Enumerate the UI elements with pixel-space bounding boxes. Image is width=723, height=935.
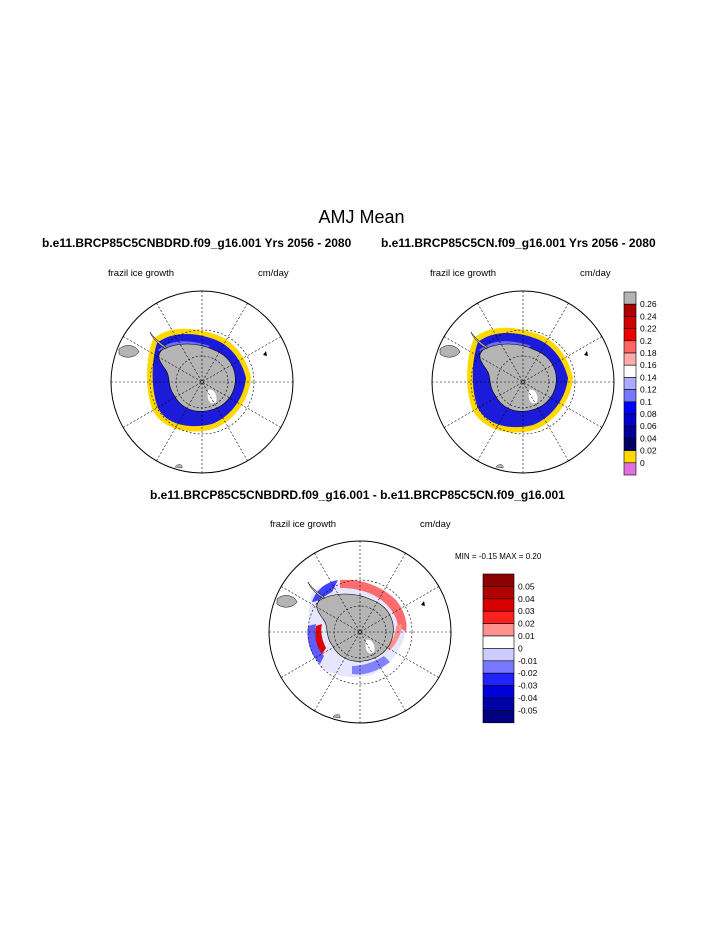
island xyxy=(421,601,425,606)
colorbar-label: 0.14 xyxy=(640,372,657,382)
colorbar-label: 0.03 xyxy=(518,606,535,616)
diff-polar-map xyxy=(268,540,452,724)
south-america-tip xyxy=(118,345,140,358)
colorbar-swatch xyxy=(482,598,515,612)
colorbar-label: -0.04 xyxy=(518,693,538,703)
ice-shelf xyxy=(207,389,217,404)
colorbar-label: 0.01 xyxy=(518,631,535,641)
colorbar-swatch xyxy=(623,340,637,354)
colorbar-swatch xyxy=(623,401,637,415)
colorbar-swatch xyxy=(482,573,515,587)
colorbar-swatch xyxy=(623,328,637,342)
antarctica-landmass xyxy=(479,343,557,412)
colorbar-label: 0 xyxy=(518,643,523,653)
left-units-label: cm/day xyxy=(258,268,289,279)
colorbar-label: -0.02 xyxy=(518,668,538,678)
colorbar-swatch xyxy=(623,303,637,317)
negative-anomaly xyxy=(307,624,324,664)
left-panel-title: b.e11.BRCP85C5CNBDRD.f09_g16.001 Yrs 205… xyxy=(42,236,352,250)
ice-shelf xyxy=(365,639,375,654)
right-panel-title: b.e11.BRCP85C5CN.f09_g16.001 Yrs 2056 - … xyxy=(381,236,656,250)
graticule xyxy=(111,291,293,473)
right-units-label: cm/day xyxy=(580,268,611,279)
colorbar-label: 0.18 xyxy=(640,348,657,358)
diff-variable-label: frazil ice growth xyxy=(270,519,336,530)
right-variable-label: frazil ice growth xyxy=(430,268,496,279)
colorbar-swatch xyxy=(623,450,637,464)
negative-anomaly xyxy=(352,656,390,675)
colorbar-swatch xyxy=(482,685,515,699)
colorbar-swatch xyxy=(623,291,637,305)
map-border xyxy=(431,290,615,474)
colorbar-label: 0.02 xyxy=(518,619,535,629)
diff-minmax-label: MIN = -0.15 MAX = 0.20 xyxy=(455,552,542,561)
right-polar-map xyxy=(431,290,615,474)
colorbar-swatch xyxy=(623,413,637,427)
colorbar-swatch xyxy=(482,635,515,649)
colorbar-label: 0.06 xyxy=(640,421,657,431)
colorbar-swatch xyxy=(623,389,637,403)
negative-anomaly xyxy=(312,580,338,602)
colorbar-swatch xyxy=(623,425,637,439)
colorbar-label: 0.26 xyxy=(640,299,657,309)
antarctic-peninsula xyxy=(307,581,325,600)
colorbar-swatch xyxy=(623,352,637,366)
colorbar-swatch xyxy=(482,672,515,686)
left-polar-map xyxy=(110,290,294,474)
graticule xyxy=(432,291,614,473)
colorbar-label: -0.05 xyxy=(518,705,538,715)
south-america-tip xyxy=(439,345,461,358)
map-border xyxy=(268,540,452,724)
colorbar-label: 0.16 xyxy=(640,360,657,370)
main-colorbar: 0.26 0.24 0.22 0.2 0.18 0.16 0.14 0.12 0.1 0.08 0.… xyxy=(623,291,657,476)
main-title: AMJ Mean xyxy=(318,207,405,227)
colorbar-swatch xyxy=(623,462,637,476)
colorbar-label: 0.05 xyxy=(518,581,535,591)
colorbar-label: 0.2 xyxy=(640,336,652,346)
colorbar-swatch xyxy=(482,710,515,724)
antarctic-peninsula xyxy=(149,331,167,350)
antarctica-landmass xyxy=(158,343,236,412)
island xyxy=(584,351,588,356)
colorbar-swatch xyxy=(623,438,637,451)
colorbar-label: -0.01 xyxy=(518,656,538,666)
colorbar-label: 0 xyxy=(640,458,645,468)
colorbar-label: -0.03 xyxy=(518,681,538,691)
graticule xyxy=(269,541,451,723)
south-america-tip xyxy=(276,595,298,608)
left-variable-label: frazil ice growth xyxy=(108,268,174,279)
colorbar-swatch xyxy=(482,623,515,637)
colorbar-label: 0.22 xyxy=(640,324,657,334)
colorbar-label: 0.02 xyxy=(640,446,657,456)
positive-anomaly xyxy=(315,624,326,654)
island xyxy=(495,464,504,469)
island xyxy=(263,351,267,356)
colorbar-swatch xyxy=(623,316,637,329)
diff-colorbar: 0.05 0.04 0.03 0.02 0.01 0 -0.01 -0.02 -0.03 -0.0… xyxy=(482,573,538,724)
map-border xyxy=(110,290,294,474)
diff-units-label: cm/day xyxy=(420,519,451,530)
colorbar-swatch xyxy=(482,648,515,662)
island xyxy=(174,464,183,469)
antarctic-peninsula xyxy=(470,331,488,350)
colorbar-swatch xyxy=(482,697,515,711)
antarctica-landmass xyxy=(316,593,394,662)
colorbar-label: 0.04 xyxy=(640,433,657,443)
colorbar-swatch xyxy=(482,660,515,674)
colorbar-label: 0.08 xyxy=(640,409,657,419)
diff-panel-title: b.e11.BRCP85C5CNBDRD.f09_g16.001 - b.e11… xyxy=(150,488,565,502)
island xyxy=(332,714,341,719)
colorbar-swatch xyxy=(623,377,637,390)
colorbar-label: 0.04 xyxy=(518,594,535,604)
colorbar-swatch xyxy=(482,610,515,624)
colorbar-label: 0.1 xyxy=(640,397,652,407)
colorbar-swatch xyxy=(482,586,515,600)
colorbar-label: 0.12 xyxy=(640,385,657,395)
colorbar-swatch xyxy=(623,364,637,378)
ice-shelf xyxy=(528,389,538,404)
colorbar-label: 0.24 xyxy=(640,311,657,321)
